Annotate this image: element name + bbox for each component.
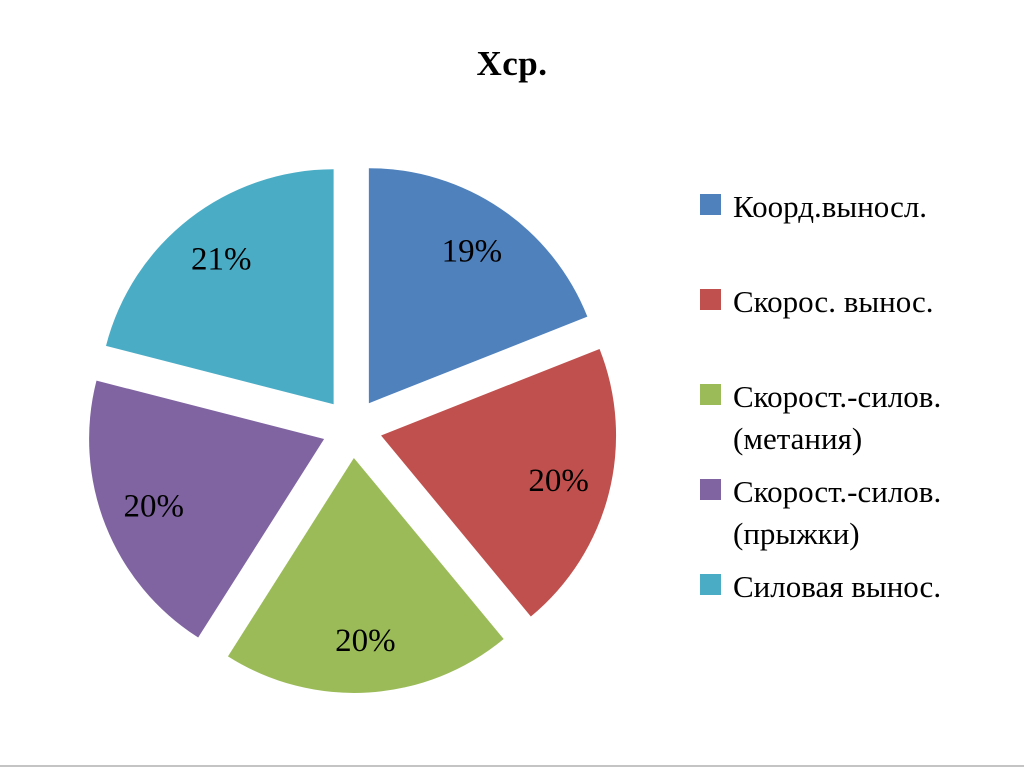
legend-color-swatch — [700, 479, 721, 500]
slide-bottom-border — [0, 765, 1024, 767]
legend: Коорд.выносл. Скорос. вынос. Скорост.-си… — [700, 186, 1020, 666]
pie-slice-4 — [106, 169, 334, 405]
legend-item: Скорост.-силов. (прыжки) — [700, 471, 941, 555]
legend-item-label: Силовая вынос. — [733, 569, 942, 604]
pie-slice-value-label: 20% — [335, 623, 396, 659]
legend-item: Силовая вынос. — [700, 566, 941, 608]
pie-slice-0 — [368, 168, 588, 404]
pie-slice-value-label: 20% — [528, 463, 589, 499]
legend-item-label: Скорос. вынос. — [733, 284, 934, 319]
legend-item-label: Коорд.выносл. — [733, 189, 928, 224]
legend-color-swatch — [700, 384, 721, 405]
legend-item: Скорост.-силов. (метания) — [700, 376, 941, 460]
pie-slice-1 — [381, 348, 617, 617]
legend-item: Коорд.выносл. — [700, 186, 927, 228]
legend-item-label: Скорост.-силов. (прыжки) — [733, 474, 942, 551]
pie-chart: 19% 20% 20% 20% 21% — [89, 168, 617, 693]
chart-title: Хср. — [476, 44, 548, 83]
pie-slice-value-label: 19% — [442, 234, 503, 270]
pie-slice-3 — [89, 380, 325, 638]
legend-color-swatch — [700, 194, 721, 215]
legend-item: Скорос. вынос. — [700, 281, 934, 323]
pie-slice-2 — [227, 457, 504, 693]
legend-color-swatch — [700, 574, 721, 595]
legend-item-label: Скорост.-силов. (метания) — [733, 379, 942, 456]
legend-color-swatch — [700, 289, 721, 310]
pie-slice-value-label: 21% — [191, 242, 252, 278]
pie-slice-value-label: 20% — [123, 489, 184, 525]
